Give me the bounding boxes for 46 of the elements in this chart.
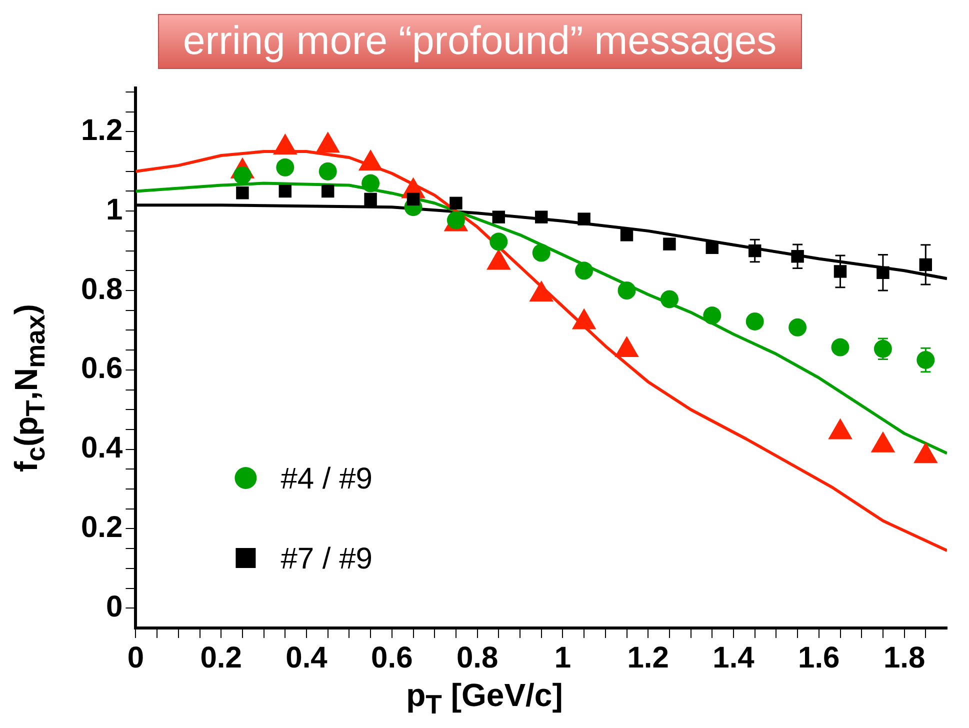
point	[663, 238, 676, 250]
point	[618, 282, 636, 300]
point	[278, 184, 292, 198]
point	[362, 174, 380, 192]
point	[788, 318, 807, 336]
x-tick-label: 1.6	[798, 641, 840, 674]
point	[532, 244, 550, 262]
x-tick-label: 1	[554, 641, 572, 674]
point	[575, 262, 594, 280]
point	[321, 184, 334, 198]
point	[446, 211, 465, 230]
y-tick-label: 0.4	[80, 432, 124, 465]
point	[450, 196, 462, 210]
point	[578, 212, 590, 226]
x-tick-label: 0	[127, 641, 144, 674]
point	[534, 210, 548, 224]
point	[406, 192, 420, 206]
y-tick-label: 0.8	[80, 272, 123, 306]
x-tick-label: 0.8	[456, 641, 498, 674]
x-tick-label: 0.2	[200, 641, 242, 674]
x-tick-label: 0.4	[286, 641, 328, 674]
point	[364, 192, 377, 206]
point	[318, 162, 337, 180]
point	[703, 306, 722, 325]
legend-label: #4 / #9	[280, 462, 372, 496]
x-axis-title: p$_{T}$ [GeV/c]	[405, 676, 564, 720]
x-tick-label: 1.8	[883, 641, 926, 674]
x-tick-label: 1.2	[627, 641, 669, 674]
legend-label: #7 / #9	[280, 542, 372, 576]
point	[746, 312, 764, 330]
y-tick-label: 0	[106, 590, 123, 624]
x-tick-label: 1.4	[712, 641, 755, 674]
point	[660, 290, 678, 308]
point	[620, 228, 634, 242]
y-tick-label: 0.2	[80, 511, 123, 544]
x-tick-label: 0.6	[371, 641, 413, 674]
text: erring more “profound” messages	[158, 14, 802, 69]
point	[706, 241, 719, 254]
point	[492, 210, 506, 224]
point	[236, 186, 249, 200]
point	[831, 338, 850, 356]
point	[276, 158, 294, 176]
y-tick-label: 0.6	[80, 352, 123, 386]
y-tick-label: 1	[106, 193, 123, 226]
point	[490, 232, 508, 251]
y-tick-label: 1.2	[80, 114, 123, 147]
